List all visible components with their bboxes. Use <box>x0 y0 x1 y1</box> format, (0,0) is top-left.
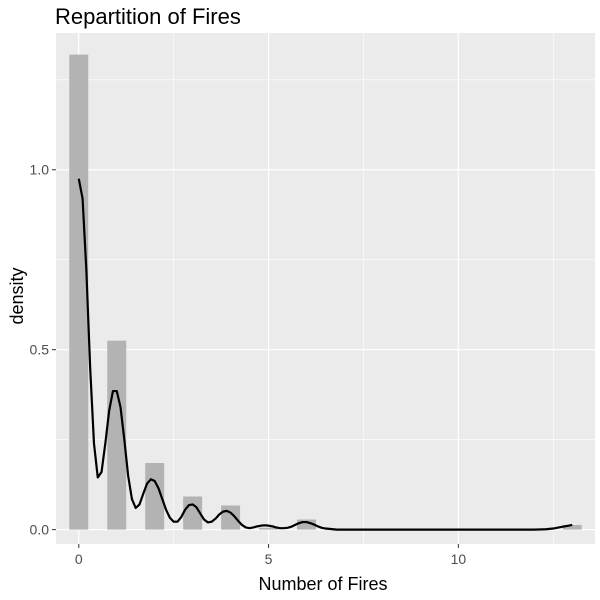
histogram-bar <box>221 505 241 530</box>
y-axis-title: density <box>7 267 27 324</box>
y-axis: 0.0 0.5 1.0 <box>30 162 56 538</box>
x-tick-label: 10 <box>451 551 467 567</box>
plot-panel <box>56 33 595 544</box>
histogram-bar <box>69 54 89 530</box>
histogram-bar <box>107 340 127 530</box>
density-curve <box>77 178 573 531</box>
histogram-bar <box>297 519 317 530</box>
histogram-bar <box>562 524 582 530</box>
x-tick-label: 0 <box>75 551 83 567</box>
y-tick-label: 1.0 <box>30 162 50 178</box>
x-axis-title: Number of Fires <box>258 574 387 594</box>
x-axis: 0 5 10 <box>75 544 466 567</box>
y-tick-label: 0.0 <box>30 522 50 538</box>
chart-title: Repartition of Fires <box>55 4 241 29</box>
x-tick-label: 5 <box>265 551 273 567</box>
histogram-bar <box>259 527 279 530</box>
y-tick-label: 0.5 <box>30 342 50 358</box>
minor-gridlines <box>56 33 595 544</box>
